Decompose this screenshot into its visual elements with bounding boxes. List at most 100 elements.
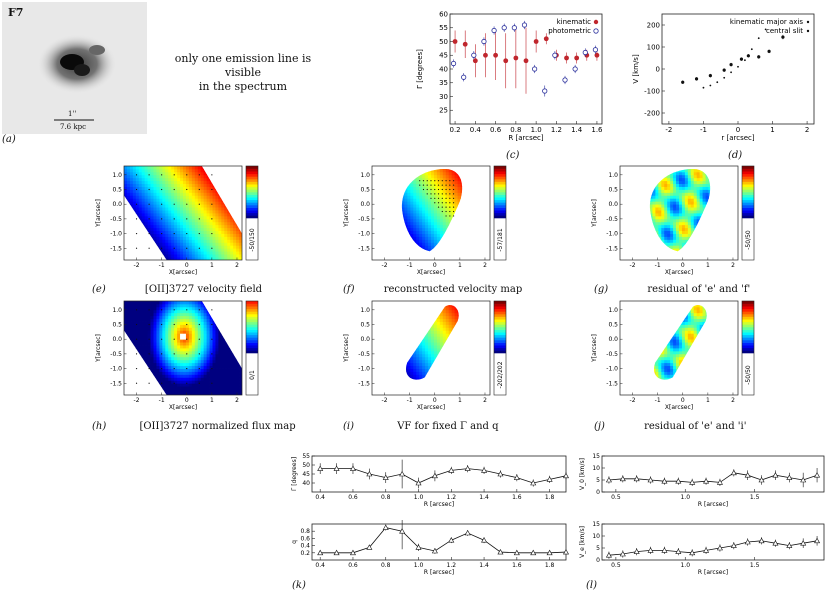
map-cell — [673, 207, 677, 211]
map-cell — [726, 198, 729, 201]
map-cell — [401, 204, 405, 208]
map-cell — [212, 210, 216, 214]
map-cell — [174, 257, 178, 260]
map-cell — [209, 245, 213, 249]
map-cell — [150, 342, 154, 346]
map-cell — [460, 230, 463, 234]
map-cell — [399, 201, 402, 204]
map-cell — [185, 215, 190, 220]
map-cell — [224, 213, 228, 217]
map-cell — [129, 359, 134, 364]
map-cell — [670, 183, 674, 187]
map-cell — [714, 210, 717, 213]
map-cell — [129, 309, 134, 314]
map-cell — [422, 251, 425, 254]
map-cell — [174, 306, 178, 311]
map-cell — [224, 177, 228, 182]
map-cell — [153, 350, 157, 355]
map-cell — [185, 248, 190, 252]
map-cell — [433, 215, 438, 220]
map-cell — [723, 178, 726, 181]
map-cell — [720, 192, 723, 195]
map-cell — [729, 225, 732, 228]
map-cell — [144, 215, 148, 220]
map-cell — [165, 215, 169, 220]
colorbar-range: -50/150 — [249, 228, 256, 251]
sample-point — [173, 203, 175, 205]
map-cell — [729, 210, 732, 213]
map-cell — [183, 254, 187, 258]
map-cell — [469, 207, 472, 210]
map-cell — [230, 251, 234, 255]
map-cell — [230, 174, 234, 179]
map-cell — [124, 383, 128, 387]
map-cell — [215, 257, 219, 260]
map-cell — [126, 248, 131, 252]
map-cell — [209, 210, 213, 214]
map-cell — [673, 236, 677, 240]
map-cell — [147, 321, 151, 325]
map-cell — [168, 177, 172, 182]
map-cell — [466, 166, 469, 169]
map-cell — [129, 195, 134, 199]
map-cell — [156, 177, 160, 182]
map-cell — [457, 186, 461, 190]
map-cell — [372, 166, 375, 169]
map-cell — [720, 172, 723, 175]
map-cell — [150, 365, 154, 369]
map-cell — [652, 198, 656, 202]
map-cell — [670, 168, 674, 173]
map-cell — [174, 213, 178, 217]
map-cell — [425, 242, 429, 246]
map-cell — [685, 251, 688, 254]
map-cell — [460, 236, 463, 240]
map-cell — [183, 257, 187, 260]
map-cell — [457, 210, 461, 214]
map-cell — [401, 224, 405, 229]
map-cell — [620, 228, 623, 231]
map-cell — [212, 248, 216, 252]
map-cell — [150, 309, 154, 314]
map-cell — [159, 174, 163, 179]
map-cell — [451, 236, 455, 240]
map-cell — [174, 336, 178, 340]
map-cell — [396, 175, 399, 178]
map-cell — [390, 216, 393, 219]
map-cell — [221, 239, 225, 243]
map-cell — [215, 183, 219, 187]
map-cell — [227, 174, 231, 179]
map-cell — [484, 242, 487, 245]
map-cell — [714, 231, 717, 234]
map-cell — [138, 213, 143, 217]
map-cell — [141, 210, 146, 214]
map-cell — [433, 183, 438, 187]
sample-point — [173, 188, 175, 191]
map-cell — [419, 224, 423, 229]
map-cell — [387, 213, 390, 216]
map-cell — [726, 184, 729, 187]
map-cell — [188, 183, 193, 187]
map-cell — [442, 204, 447, 208]
map-cell — [188, 189, 193, 193]
map-cell — [481, 245, 484, 248]
map-cell — [153, 301, 157, 305]
map-cell — [399, 213, 402, 216]
map-cell — [177, 353, 181, 358]
map-cell — [168, 356, 172, 361]
map-cell — [679, 168, 683, 170]
map-cell — [708, 242, 711, 246]
map-cell — [387, 251, 390, 254]
map-cell — [413, 236, 417, 240]
map-cell — [378, 198, 381, 201]
map-cell — [469, 187, 472, 190]
x-tick-label: 0.4 — [470, 126, 482, 134]
map-cell — [460, 213, 463, 217]
map-cell — [188, 174, 193, 179]
map-cell — [393, 166, 396, 169]
map-cell — [180, 345, 184, 349]
map-cell — [655, 233, 659, 237]
map-cell — [135, 348, 140, 352]
colorbar-cell — [742, 194, 754, 198]
map-cell — [466, 204, 469, 207]
map-cell — [658, 177, 662, 182]
